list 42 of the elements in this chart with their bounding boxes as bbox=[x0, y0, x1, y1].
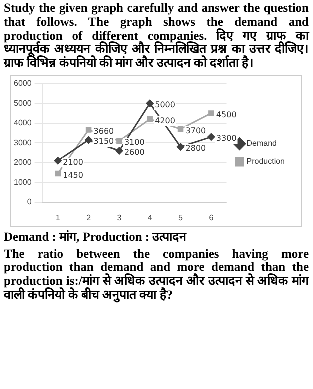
y-tick-label: 3000 bbox=[14, 138, 32, 148]
data-label: 3150 bbox=[94, 136, 114, 146]
point bbox=[147, 116, 153, 122]
x-tick-label: 3 bbox=[117, 213, 122, 222]
point bbox=[208, 110, 214, 116]
chart-title: Study the given graph carefully and answer the question that follows. The graph shows the demand and production of different companies. दिए गए ग्राफ का ध्यानपूर्वक अध्ययन कीजिए और निम्नलिखित प्रश्न का उत्तर दीजिए। ग्राफ विभिन्न कंपनियो की मांग और उत्पादन को दर्शाता है। bbox=[4, 1, 309, 71]
y-tick-label: 6000 bbox=[14, 78, 32, 88]
point bbox=[177, 143, 185, 151]
point bbox=[178, 126, 184, 132]
y-tick-label: 0 bbox=[27, 197, 32, 206]
y-tick-label: 5000 bbox=[14, 98, 32, 108]
y-tick-label: 2000 bbox=[14, 158, 32, 167]
x-tick-label: 6 bbox=[209, 213, 214, 222]
x-tick-label: 2 bbox=[86, 213, 92, 222]
data-label: 3700 bbox=[186, 126, 206, 136]
data-label: 2100 bbox=[63, 158, 84, 167]
y-tick-label: 4000 bbox=[14, 118, 32, 128]
point bbox=[116, 138, 122, 144]
x-tick-label: 5 bbox=[178, 213, 184, 222]
point bbox=[86, 126, 92, 133]
x-tick-label: 4 bbox=[148, 213, 153, 222]
point bbox=[208, 133, 216, 141]
data-label: 3660 bbox=[94, 126, 114, 136]
data-label: 1450 bbox=[63, 170, 84, 180]
y-tick-label: 1000 bbox=[14, 178, 32, 187]
legend-label: Demand bbox=[246, 138, 278, 148]
legend-label: Production bbox=[246, 156, 286, 166]
data-label: 5000 bbox=[155, 100, 176, 110]
x-tick-label: 1 bbox=[56, 213, 61, 222]
point bbox=[55, 170, 61, 176]
point bbox=[116, 147, 124, 155]
data-label: 4500 bbox=[216, 110, 237, 120]
data-label: 2600 bbox=[124, 148, 145, 157]
text: The ratio between the companies having more production than demand and more demand than the production is:/मांग से अधिक उत्पादन और उत्पादन से अधिक मांग वाली कंपनियो के बीच अनुपात क्या है? bbox=[4, 246, 309, 302]
point bbox=[146, 100, 154, 108]
data-label: 4200 bbox=[155, 116, 176, 126]
point bbox=[85, 136, 93, 144]
data-label: 3100 bbox=[124, 138, 145, 147]
point bbox=[54, 156, 62, 164]
data-label: 2800 bbox=[186, 144, 206, 153]
data-label: 3300 bbox=[216, 134, 237, 143]
text: Demand : मांग, Production : उत्पादन bbox=[4, 230, 188, 244]
